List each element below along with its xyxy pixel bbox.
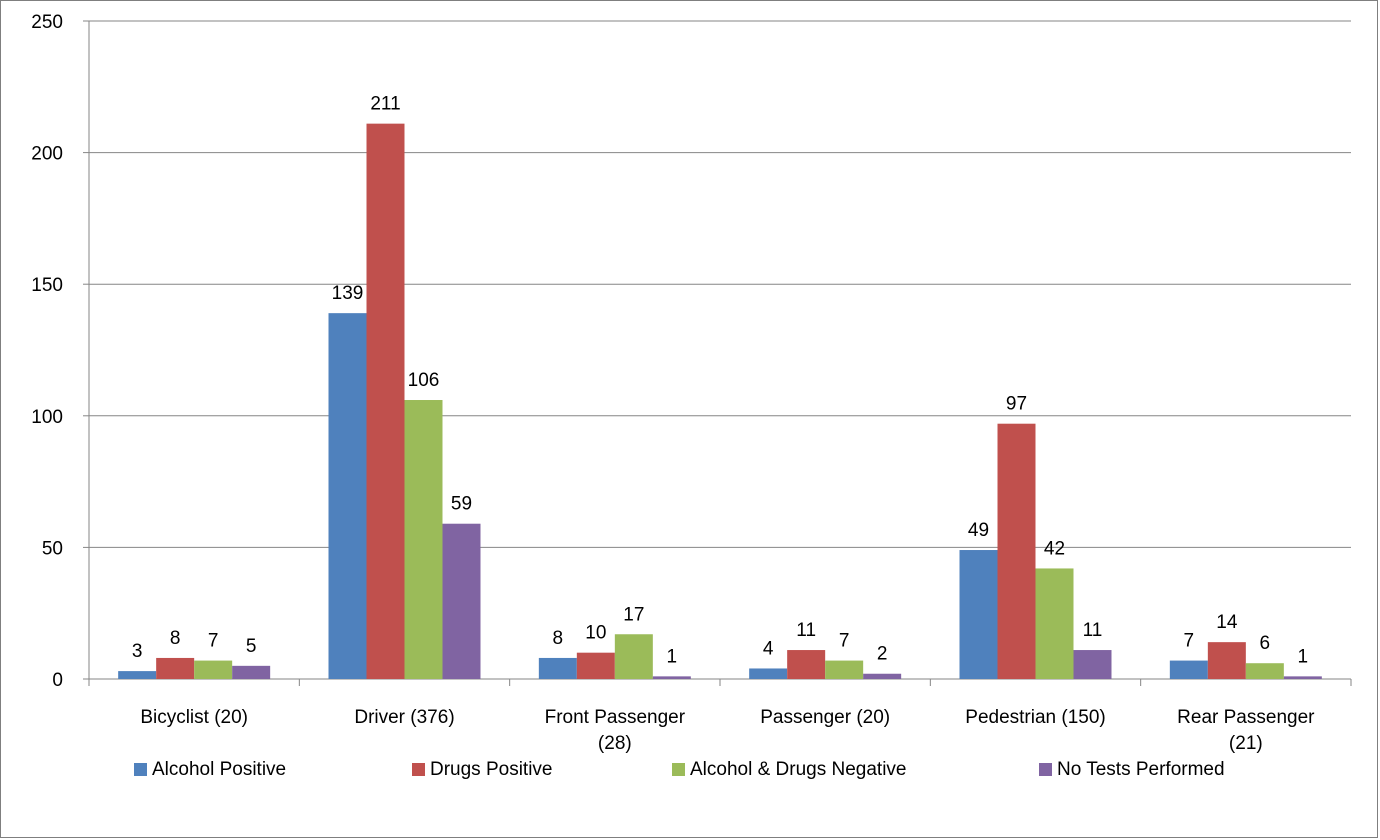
data-label: 3 bbox=[132, 641, 143, 662]
x-category-label: (28) bbox=[598, 733, 632, 754]
data-label: 17 bbox=[623, 604, 644, 625]
bar bbox=[997, 423, 1036, 679]
data-label: 49 bbox=[968, 520, 989, 541]
x-category-label: Pedestrian (150) bbox=[965, 707, 1105, 728]
bar bbox=[1207, 642, 1246, 679]
data-label: 7 bbox=[839, 631, 850, 652]
bar bbox=[232, 665, 271, 679]
legend-label: Drugs Positive bbox=[430, 759, 553, 780]
legend: Alcohol Positive Drugs Positive Alcohol & … bbox=[134, 759, 1225, 780]
y-tick-label: 200 bbox=[31, 144, 63, 165]
bar bbox=[366, 123, 405, 679]
x-category-label: Bicyclist (20) bbox=[140, 707, 248, 728]
data-label: 5 bbox=[246, 636, 257, 657]
data-label: 106 bbox=[408, 370, 440, 391]
category-labels: Bicyclist (20) Driver (376) Front Passenge… bbox=[140, 707, 1315, 754]
bar bbox=[1283, 676, 1322, 679]
bar bbox=[442, 523, 481, 679]
x-category-label: Rear Passenger bbox=[1177, 707, 1315, 728]
bar bbox=[1245, 663, 1284, 679]
bar bbox=[576, 652, 615, 679]
data-label: 139 bbox=[332, 283, 364, 304]
data-label: 8 bbox=[553, 628, 564, 649]
data-label: 2 bbox=[877, 644, 888, 665]
x-category-label: Driver (376) bbox=[354, 707, 454, 728]
data-label: 11 bbox=[796, 620, 816, 641]
data-label: 7 bbox=[1184, 631, 1195, 652]
bar bbox=[328, 313, 367, 679]
data-label: 14 bbox=[1216, 612, 1238, 633]
bar bbox=[404, 400, 443, 679]
y-tick-label: 0 bbox=[52, 670, 63, 691]
data-label: 6 bbox=[1260, 633, 1271, 654]
gridlines bbox=[89, 20, 1351, 548]
bar bbox=[194, 660, 233, 679]
axes: 0 50 100 150 200 250 bbox=[31, 12, 1352, 691]
data-label: 97 bbox=[1006, 394, 1027, 415]
data-label: 1 bbox=[1298, 646, 1309, 667]
legend-label: No Tests Performed bbox=[1057, 759, 1225, 780]
x-category-label: Passenger (20) bbox=[760, 707, 890, 728]
bar bbox=[1073, 650, 1112, 679]
x-category-label: (21) bbox=[1229, 733, 1263, 754]
y-tick-label: 150 bbox=[31, 275, 63, 296]
y-tick-label: 250 bbox=[31, 12, 63, 33]
data-label: 1 bbox=[667, 646, 678, 667]
bar bbox=[959, 550, 998, 679]
legend-label: Alcohol & Drugs Negative bbox=[690, 759, 907, 780]
bar bbox=[652, 676, 691, 679]
legend-swatch bbox=[1039, 763, 1052, 776]
bars bbox=[118, 123, 1322, 679]
bar bbox=[118, 671, 157, 679]
legend-swatch bbox=[412, 763, 425, 776]
data-label: 7 bbox=[208, 631, 219, 652]
bar bbox=[863, 673, 902, 679]
legend-swatch bbox=[134, 763, 147, 776]
x-category-label: Front Passenger bbox=[545, 707, 686, 728]
data-label: 211 bbox=[370, 94, 400, 115]
bar bbox=[156, 657, 195, 679]
data-label: 59 bbox=[451, 494, 472, 515]
legend-label: Alcohol Positive bbox=[152, 759, 286, 780]
y-tick-label: 50 bbox=[42, 538, 63, 559]
data-label: 4 bbox=[763, 638, 774, 659]
bar bbox=[787, 650, 826, 679]
data-label: 11 bbox=[1083, 620, 1103, 641]
bar bbox=[1169, 660, 1208, 679]
data-label: 8 bbox=[170, 628, 181, 649]
data-label: 10 bbox=[585, 623, 606, 644]
bar bbox=[1035, 568, 1074, 679]
bar bbox=[825, 660, 864, 679]
bar bbox=[614, 634, 653, 679]
y-tick-label: 100 bbox=[31, 407, 63, 428]
legend-swatch bbox=[672, 763, 685, 776]
bar bbox=[749, 668, 788, 679]
data-label: 42 bbox=[1044, 538, 1065, 559]
bar bbox=[538, 657, 577, 679]
